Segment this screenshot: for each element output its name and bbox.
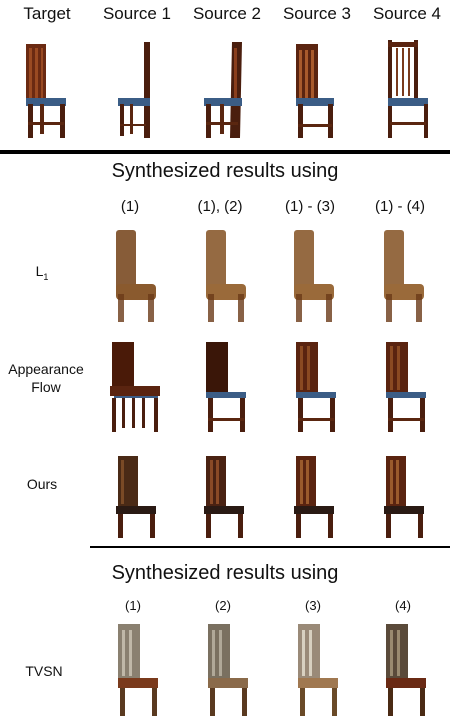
- header-source-4: Source 4: [372, 4, 442, 23]
- row-label-appearance: Appearance: [8, 361, 84, 377]
- section2-col-1: (1): [125, 598, 141, 613]
- section2-title: Synthesized results using: [111, 562, 339, 584]
- chair-source-1-image: [118, 42, 150, 138]
- chair-source-2-image: [204, 42, 242, 138]
- ours-result-4-image: [384, 456, 424, 538]
- section1-col-3: (1) - (3): [285, 198, 335, 215]
- section1-col-2: (1), (2): [197, 198, 243, 215]
- tvsn-result-1-image: [118, 624, 158, 716]
- row-label-l1-subscript: 1: [43, 271, 49, 282]
- l1-result-1-image: [116, 230, 156, 322]
- appearance-flow-result-2-image: [206, 342, 246, 432]
- tvsn-result-4-image: [386, 624, 426, 716]
- chair-target-image: [26, 44, 66, 138]
- row-label-l1-text: L: [35, 263, 44, 279]
- header-source-2: Source 2: [192, 4, 262, 23]
- section1-col-4: (1) - (4): [375, 198, 425, 215]
- appearance-flow-result-3-image: [296, 342, 336, 432]
- chair-source-3-image: [296, 44, 334, 138]
- row-label-ours: Ours: [26, 476, 58, 492]
- section1-title: Synthesized results using: [111, 160, 339, 182]
- row-label-appearance-flow: Appearance Flow: [0, 360, 96, 396]
- section2-col-3: (3): [305, 598, 321, 613]
- section1-col-1: (1): [120, 198, 140, 215]
- section2-col-4: (4): [395, 598, 411, 613]
- row-label-tvsn: TVSN: [25, 663, 63, 679]
- l1-result-2-image: [206, 230, 246, 322]
- ours-result-1-image: [116, 456, 156, 538]
- appearance-flow-result-1-image: [110, 342, 160, 432]
- ours-result-3-image: [294, 456, 334, 538]
- tvsn-result-3-image: [298, 624, 338, 716]
- ours-result-2-image: [204, 456, 244, 538]
- separator-thin: [90, 546, 450, 548]
- row-label-flow: Flow: [31, 379, 61, 395]
- tvsn-result-2-image: [208, 624, 248, 716]
- l1-result-3-image: [294, 230, 334, 322]
- chair-source-4-image: [388, 40, 428, 138]
- row-label-l1: L1: [0, 262, 92, 286]
- l1-result-4-image: [384, 230, 424, 322]
- appearance-flow-result-4-image: [386, 342, 426, 432]
- header-source-1: Source 1: [102, 4, 172, 23]
- section2-col-2: (2): [215, 598, 231, 613]
- header-source-3: Source 3: [282, 4, 352, 23]
- separator-thick: [0, 150, 450, 154]
- header-target: Target: [23, 4, 71, 23]
